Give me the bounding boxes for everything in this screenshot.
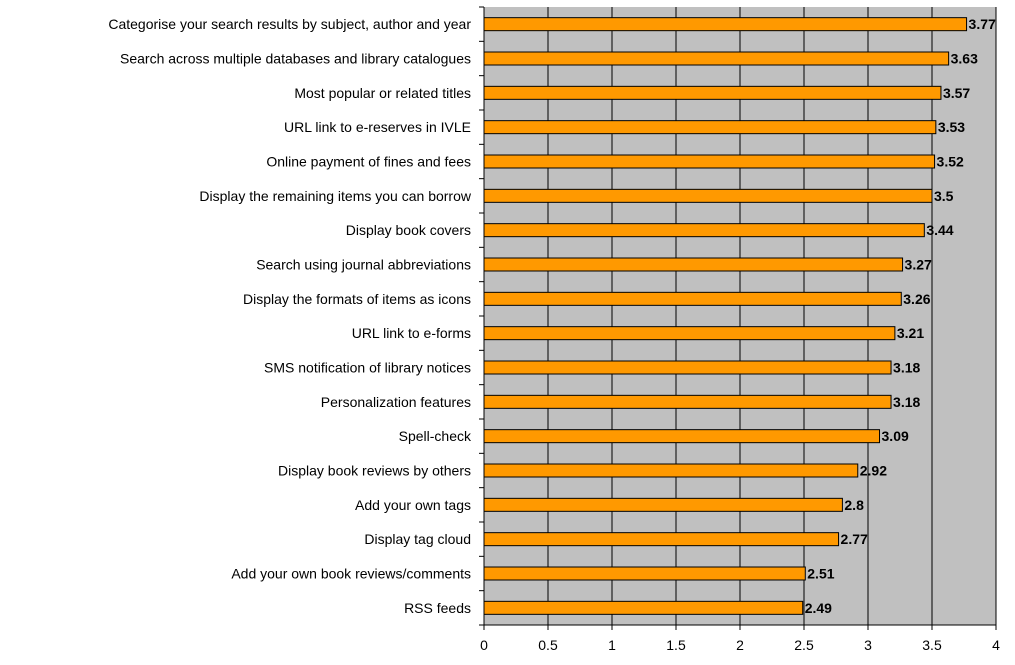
category-label: Search using journal abbreviations [256,257,471,273]
data-labels: 3.77 3.63 3.57 3.53 3.52 3.5 3.44 3.27 3.26 3.21 3… [805,16,996,616]
category-label: Personalization features [321,394,471,410]
data-label: 2.51 [807,566,834,582]
data-label: 3.09 [882,428,909,444]
data-label: 3.27 [905,257,932,273]
x-tick-label: 2.5 [794,637,814,653]
category-label: Display book reviews by others [278,463,471,479]
bar [483,566,806,581]
x-tick-label: 1.5 [666,637,686,653]
category-label: RSS feeds [404,600,471,616]
data-label: 2.77 [841,531,868,547]
bar [483,17,968,32]
x-tick-label: 2 [736,637,744,653]
bar [483,532,840,547]
category-label: Display the formats of items as icons [243,291,471,307]
data-label: 3.44 [926,222,953,238]
bar [483,188,933,203]
data-label: 3.18 [893,360,920,376]
data-label: 3.57 [943,85,970,101]
data-label: 3.53 [938,119,965,135]
bar [483,223,925,238]
category-labels: Categorise your search results by subjec… [108,16,472,616]
bar [483,600,804,615]
x-tick-label: 3 [864,637,872,653]
category-label: SMS notification of library notices [264,360,471,376]
bar [483,360,892,375]
category-label: Display tag cloud [364,531,471,547]
category-label: URL link to e-forms [352,325,471,341]
bar [483,497,843,512]
x-tick-label: 0.5 [538,637,558,653]
bar [483,85,942,100]
x-tick-label: 1 [608,637,616,653]
x-tick-labels: 0 0.5 1 1.5 2 2.5 3 3.5 4 [480,637,1000,653]
axes [479,6,997,630]
data-label: 3.26 [903,291,930,307]
data-label: 3.63 [951,51,978,67]
x-tick-label: 0 [480,637,488,653]
data-label: 2.92 [860,463,887,479]
bar [483,394,892,409]
data-label: 3.5 [934,188,954,204]
category-label: Add your own tags [355,497,471,513]
bar [483,291,902,306]
category-label: Search across multiple databases and lib… [120,51,471,67]
category-label: Most popular or related titles [294,85,471,101]
bar [483,51,950,66]
bar [483,463,859,478]
category-label: Display the remaining items you can borr… [199,188,471,204]
data-label: 3.21 [897,325,924,341]
bar [483,120,937,135]
x-tick-label: 3.5 [922,637,942,653]
data-label: 2.8 [844,497,864,513]
category-label: Online payment of fines and fees [266,154,471,170]
bar [483,429,881,444]
bar [483,326,896,341]
category-label: Categorise your search results by subjec… [108,16,471,32]
bar [483,154,936,169]
bars [483,17,968,615]
data-label: 3.77 [969,16,996,32]
data-label: 3.18 [893,394,920,410]
category-label: URL link to e-reserves in IVLE [284,119,471,135]
gridlines [547,7,997,625]
category-label: Display book covers [346,222,471,238]
bar [483,257,904,272]
data-label: 2.49 [805,600,832,616]
category-label: Add your own book reviews/comments [231,566,471,582]
category-label: Spell-check [399,428,472,444]
x-tick-label: 4 [992,637,1000,653]
data-label: 3.52 [937,154,964,170]
